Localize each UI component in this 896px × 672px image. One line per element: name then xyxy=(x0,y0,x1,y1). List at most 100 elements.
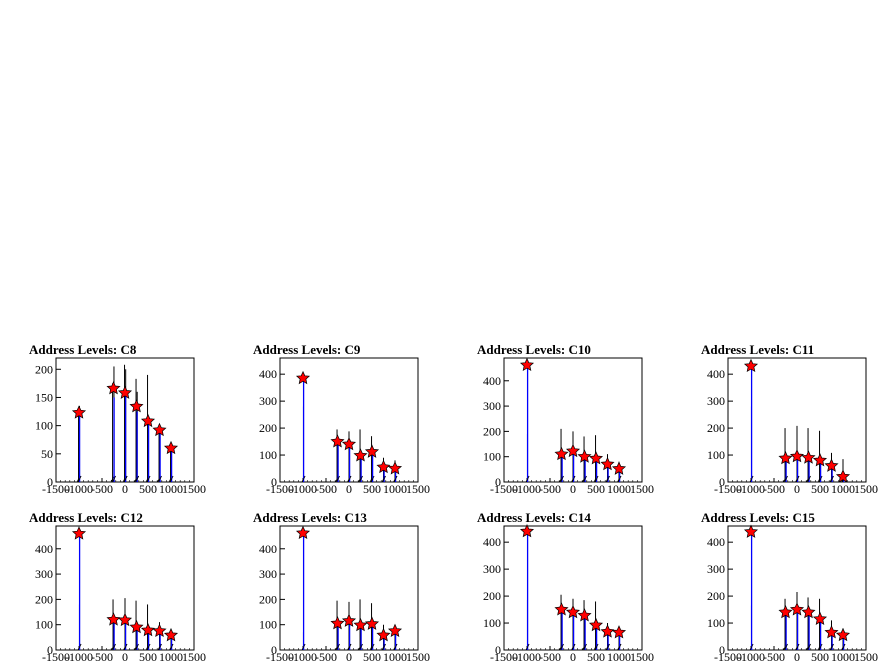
spike-base xyxy=(583,643,587,651)
spike-base xyxy=(749,643,754,651)
spike-base xyxy=(112,475,116,483)
x-tick-label: -1000 xyxy=(737,482,765,496)
x-tick-label: -1500 xyxy=(714,650,742,664)
peak-marker xyxy=(341,436,357,451)
x-tick-label: 1500 xyxy=(182,482,206,496)
peak-marker xyxy=(812,611,828,626)
y-tick-label: 100 xyxy=(35,419,53,433)
spike-base xyxy=(784,643,788,651)
peak-marker xyxy=(789,449,805,463)
peak-marker xyxy=(163,627,179,642)
spike-base xyxy=(301,475,306,483)
y-tick-label: 0 xyxy=(47,475,53,489)
x-tick-label: -1500 xyxy=(42,482,70,496)
spike-base xyxy=(795,475,800,483)
y-tick-label: 400 xyxy=(707,367,725,381)
x-tick-label: 1000 xyxy=(607,650,631,664)
x-tick-label: -1000 xyxy=(513,482,541,496)
peak-marker xyxy=(600,456,615,471)
spike-base xyxy=(347,643,352,651)
x-tick-label: -1500 xyxy=(42,650,70,664)
peak-marker xyxy=(611,461,627,475)
panel-5: Address Levels: C12-1500-1000-500 0 500 100… xyxy=(29,510,206,664)
y-tick-label: 400 xyxy=(259,367,277,381)
x-tick-label: 0 xyxy=(122,650,128,664)
peak-marker xyxy=(778,604,793,619)
peak-marker xyxy=(554,446,569,461)
spike-base xyxy=(146,475,151,483)
panel-2: Address Levels: C9-1500-1000-500 0 500 1000… xyxy=(253,342,430,496)
peak-marker xyxy=(565,604,581,619)
peak-marker xyxy=(835,469,851,483)
x-tick-label: 0 xyxy=(346,482,352,496)
peak-marker xyxy=(152,623,167,638)
peak-marker xyxy=(129,619,144,634)
spike-base xyxy=(112,643,116,651)
x-tick-label: -1000 xyxy=(289,482,317,496)
x-tick-label: -500 xyxy=(539,482,561,496)
spike-base xyxy=(123,475,128,483)
spike-base xyxy=(370,643,375,651)
peak-marker xyxy=(801,604,816,619)
peak-marker xyxy=(519,357,535,371)
y-tick-label: 150 xyxy=(35,390,53,404)
x-tick-label: 500 xyxy=(139,482,157,496)
spike-base xyxy=(525,475,530,483)
x-tick-label: -500 xyxy=(315,482,337,496)
peak-marker xyxy=(376,459,391,474)
x-tick-label: 1500 xyxy=(406,650,430,664)
peak-marker xyxy=(330,434,345,448)
x-tick-label: -1000 xyxy=(737,650,765,664)
x-tick-label: -500 xyxy=(539,650,561,664)
peak-marker xyxy=(330,616,345,630)
spike-base xyxy=(525,643,530,651)
peak-marker xyxy=(519,524,535,538)
x-tick-label: -1000 xyxy=(289,650,317,664)
peak-marker xyxy=(387,461,403,475)
y-tick-label: 300 xyxy=(259,567,277,581)
y-tick-label: 300 xyxy=(483,562,501,576)
y-tick-label: 200 xyxy=(35,362,53,376)
peak-marker xyxy=(341,613,357,627)
spike-base xyxy=(382,475,386,483)
y-tick-label: 200 xyxy=(35,592,53,606)
peak-marker xyxy=(778,450,793,465)
spike-base xyxy=(359,643,363,651)
peak-marker xyxy=(789,602,805,616)
x-tick-label: 1500 xyxy=(630,650,654,664)
x-tick-label: 1000 xyxy=(383,482,407,496)
peak-marker xyxy=(835,627,851,642)
y-tick-label: 0 xyxy=(495,475,501,489)
x-tick-label: -500 xyxy=(91,650,113,664)
spike-base xyxy=(571,475,576,483)
x-tick-label: 1000 xyxy=(607,482,631,496)
x-tick-label: -500 xyxy=(763,482,785,496)
x-tick-label: 1500 xyxy=(406,482,430,496)
peak-marker xyxy=(71,526,87,540)
y-tick-label: 400 xyxy=(259,542,277,556)
peak-marker xyxy=(743,524,759,538)
peak-marker xyxy=(353,448,368,462)
x-tick-label: 0 xyxy=(570,482,576,496)
peak-marker xyxy=(117,612,133,627)
peak-marker xyxy=(152,422,167,437)
y-tick-label: 200 xyxy=(707,421,725,435)
peak-marker xyxy=(140,622,156,637)
spike-base xyxy=(158,643,162,651)
spike-base xyxy=(382,643,386,651)
peak-marker xyxy=(140,413,156,428)
x-tick-label: 0 xyxy=(794,482,800,496)
y-tick-label: 300 xyxy=(35,567,53,581)
y-tick-label: 300 xyxy=(483,399,501,413)
x-tick-label: 0 xyxy=(346,650,352,664)
y-tick-label: 0 xyxy=(47,643,53,657)
spike-base xyxy=(336,643,340,651)
panel-4: Address Levels: C11-1500-1000-500 0 500 100… xyxy=(701,342,878,496)
spike-base xyxy=(749,475,754,483)
x-tick-label: 500 xyxy=(587,650,605,664)
spike-base xyxy=(818,475,823,483)
x-tick-label: -500 xyxy=(91,482,113,496)
peak-marker xyxy=(364,616,380,630)
spike-base xyxy=(841,643,846,651)
spike-base xyxy=(359,475,363,483)
